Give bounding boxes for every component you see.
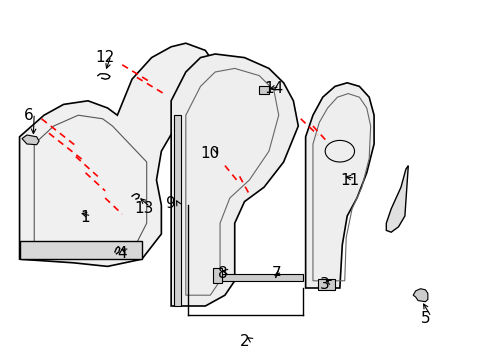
Polygon shape — [20, 43, 215, 266]
Text: 4: 4 — [117, 246, 127, 261]
Text: 8: 8 — [217, 266, 227, 281]
Text: 1: 1 — [81, 210, 90, 225]
Polygon shape — [412, 289, 427, 302]
Text: 12: 12 — [95, 50, 115, 65]
Polygon shape — [317, 279, 334, 290]
Polygon shape — [305, 83, 373, 288]
Text: 13: 13 — [134, 201, 154, 216]
Polygon shape — [20, 241, 142, 259]
Text: 9: 9 — [166, 196, 176, 211]
Text: 3: 3 — [320, 277, 329, 292]
Polygon shape — [22, 135, 39, 145]
Polygon shape — [386, 166, 407, 232]
Polygon shape — [212, 268, 222, 283]
Text: 2: 2 — [239, 334, 249, 349]
Text: 6: 6 — [23, 108, 33, 123]
Polygon shape — [171, 54, 298, 306]
Polygon shape — [259, 86, 268, 94]
Text: 14: 14 — [264, 81, 283, 96]
Text: 5: 5 — [420, 311, 429, 326]
Polygon shape — [173, 115, 181, 306]
Text: 11: 11 — [339, 172, 359, 188]
Text: 10: 10 — [200, 145, 220, 161]
Polygon shape — [222, 274, 303, 281]
Text: 7: 7 — [271, 266, 281, 281]
